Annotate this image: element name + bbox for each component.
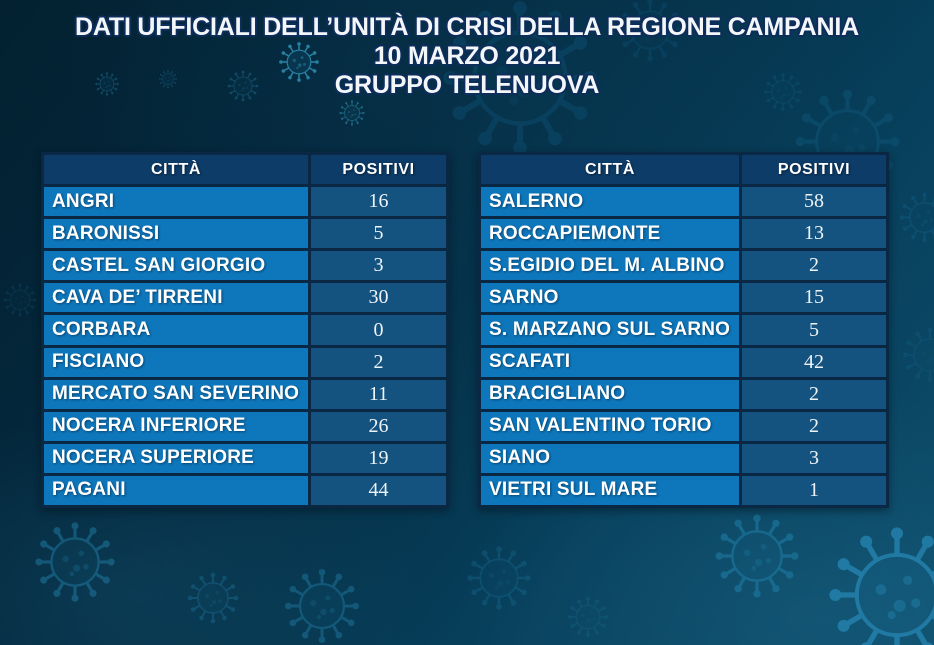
virus-icon xyxy=(31,518,119,606)
positives-cell: 5 xyxy=(742,315,886,345)
title-line-1: DATI UFFICIALI DELL’UNITÀ DI CRISI DELLA… xyxy=(75,13,859,41)
positives-cell: 2 xyxy=(311,347,446,377)
positives-cell: 15 xyxy=(742,283,886,313)
table-row: SAN VALENTINO TORIO 2 xyxy=(481,411,886,441)
city-cell: SCAFATI xyxy=(481,347,739,377)
city-cell: SIANO xyxy=(481,443,739,473)
column-header-positives: POSITIVI xyxy=(742,155,886,185)
positives-cell: 2 xyxy=(742,411,886,441)
virus-icon xyxy=(185,570,241,626)
positives-cell: 30 xyxy=(311,283,446,313)
positives-cell: 16 xyxy=(311,187,446,217)
table-row: CORBARA 0 xyxy=(44,315,446,345)
title-line-3: GRUPPO TELENUOVA xyxy=(334,71,600,99)
positives-cell: 3 xyxy=(742,443,886,473)
column-header-city: CITTÀ xyxy=(481,155,739,185)
table-row: PAGANI 44 xyxy=(44,475,446,506)
positives-cell: 44 xyxy=(311,475,446,506)
city-cell: NOCERA SUPERIORE xyxy=(44,443,308,473)
table-row: FISCIANO 2 xyxy=(44,347,446,377)
table-row: SIANO 3 xyxy=(481,443,886,473)
city-cell: NOCERA INFERIORE xyxy=(44,411,308,441)
city-cell: FISCIANO xyxy=(44,347,308,377)
city-cell: MERCATO SAN SEVERINO xyxy=(44,379,308,409)
positives-cell: 2 xyxy=(742,251,886,281)
table-row: BARONISSI 5 xyxy=(44,219,446,249)
virus-icon xyxy=(822,520,934,645)
positives-cell: 26 xyxy=(311,411,446,441)
table-row: NOCERA INFERIORE 26 xyxy=(44,411,446,441)
virus-icon xyxy=(900,325,934,385)
city-cell: SAN VALENTINO TORIO xyxy=(481,411,739,441)
table-row: SCAFATI 42 xyxy=(481,347,886,377)
table-row: ANGRI 16 xyxy=(44,187,446,217)
table-header-row: CITTÀ POSITIVI xyxy=(481,155,886,185)
city-cell: SALERNO xyxy=(481,187,739,217)
virus-icon xyxy=(281,565,363,645)
positives-cell: 58 xyxy=(742,187,886,217)
cases-table-left: CITTÀ POSITIVI ANGRI 16 BARONISSI 5 CAST… xyxy=(41,152,449,508)
table-row: CAVA DE’ TIRRENI 30 xyxy=(44,283,446,313)
positives-cell: 11 xyxy=(311,379,446,409)
table-row: BRACIGLIANO 2 xyxy=(481,379,886,409)
virus-icon xyxy=(566,595,610,639)
title-line-2: 10 MARZO 2021 xyxy=(373,42,561,70)
virus-icon xyxy=(897,190,934,245)
column-header-positives: POSITIVI xyxy=(311,155,446,185)
positives-cell: 13 xyxy=(742,219,886,249)
city-cell: ROCCAPIEMONTE xyxy=(481,219,739,249)
table-row: NOCERA SUPERIORE 19 xyxy=(44,443,446,473)
city-cell: S. MARZANO SUL SARNO xyxy=(481,315,739,345)
table-row: S.EGIDIO DEL M. ALBINO 2 xyxy=(481,251,886,281)
cases-table-right: CITTÀ POSITIVI SALERNO 58 ROCCAPIEMONTE … xyxy=(478,152,889,508)
city-cell: S.EGIDIO DEL M. ALBINO xyxy=(481,251,739,281)
city-cell: ANGRI xyxy=(44,187,308,217)
table-row: ROCCAPIEMONTE 13 xyxy=(481,219,886,249)
city-cell: CORBARA xyxy=(44,315,308,345)
virus-icon xyxy=(2,282,38,318)
virus-icon xyxy=(338,99,366,127)
city-cell: CASTEL SAN GIORGIO xyxy=(44,251,308,281)
page-title: DATI UFFICIALI DELL’UNITÀ DI CRISI DELLA… xyxy=(0,13,934,100)
virus-icon xyxy=(464,543,534,613)
positives-cell: 2 xyxy=(742,379,886,409)
column-header-city: CITTÀ xyxy=(44,155,308,185)
city-cell: CAVA DE’ TIRRENI xyxy=(44,283,308,313)
table-row: SALERNO 58 xyxy=(481,187,886,217)
table-row: MERCATO SAN SEVERINO 11 xyxy=(44,379,446,409)
city-cell: BARONISSI xyxy=(44,219,308,249)
positives-cell: 3 xyxy=(311,251,446,281)
positives-cell: 19 xyxy=(311,443,446,473)
positives-cell: 0 xyxy=(311,315,446,345)
positives-cell: 42 xyxy=(742,347,886,377)
positives-cell: 5 xyxy=(311,219,446,249)
table-row: VIETRI SUL MARE 1 xyxy=(481,475,886,506)
table-row: SARNO 15 xyxy=(481,283,886,313)
table-row: S. MARZANO SUL SARNO 5 xyxy=(481,315,886,345)
virus-icon xyxy=(711,510,803,602)
city-cell: VIETRI SUL MARE xyxy=(481,475,739,506)
city-cell: SARNO xyxy=(481,283,739,313)
city-cell: PAGANI xyxy=(44,475,308,506)
table-header-row: CITTÀ POSITIVI xyxy=(44,155,446,185)
positives-cell: 1 xyxy=(742,475,886,506)
city-cell: BRACIGLIANO xyxy=(481,379,739,409)
table-row: CASTEL SAN GIORGIO 3 xyxy=(44,251,446,281)
